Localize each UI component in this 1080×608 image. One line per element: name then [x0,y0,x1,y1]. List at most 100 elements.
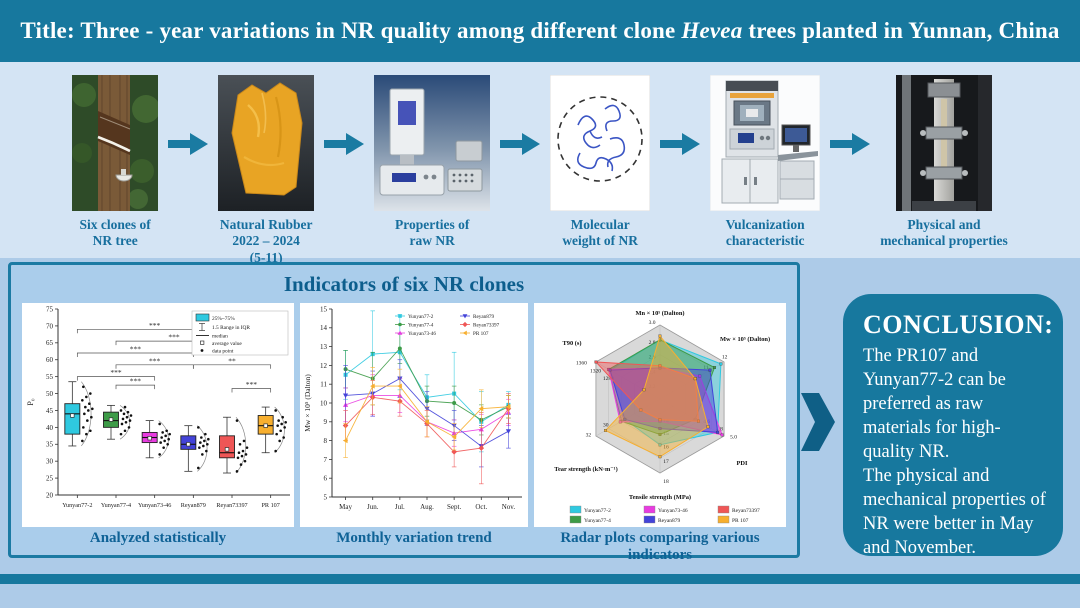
svg-text:1.5 Range in IQR: 1.5 Range in IQR [212,325,250,331]
conclusion-heading: CONCLUSION: [863,310,1054,339]
svg-text:***: *** [149,321,161,330]
svg-text:5: 5 [324,493,328,501]
workflow-item-molecule: Molecular weight of NR [550,75,651,250]
flow-arrow-icon [500,133,541,155]
svg-text:11: 11 [703,365,709,371]
svg-text:Reyan879: Reyan879 [181,502,206,509]
svg-text:Nov.: Nov. [502,503,516,511]
conclusion-paragraph-2: The physical and mechanical properties o… [863,466,1046,559]
svg-text:3.0: 3.0 [649,320,656,326]
workflow-caption-plastimeter: Properties of raw NR [395,217,470,249]
workflow-caption-tree: Six clones of NR tree [79,217,151,249]
plasticity-tester-photo [374,75,491,211]
svg-text:PDI: PDI [736,460,748,467]
svg-text:Reyan73397: Reyan73397 [216,502,247,509]
workflow-strip: Six clones of NR tree Natural Rubber 2022 … [0,62,1080,265]
flow-arrow-icon [168,133,209,155]
svg-text:2.4: 2.4 [649,369,656,375]
svg-text:Aug.: Aug. [420,503,434,511]
svg-text:11: 11 [320,381,327,389]
line-chart: 5 6 7 8 9 10 11 12 13 14 15 Mw × 10⁵ (Dalton) May Jun… [300,303,528,527]
svg-text:2.6: 2.6 [649,355,656,361]
workflow-caption-molecule: Molecular weight of NR [562,217,639,249]
svg-text:15: 15 [320,305,328,313]
natural-rubber-sheet-photo [218,75,315,211]
title-bar: Title: Three - year variations in NR qua… [0,0,1080,62]
vulcanization-machine-photo [710,75,821,211]
svg-text:Reyan73397: Reyan73397 [732,508,760,514]
svg-text:28: 28 [619,413,625,419]
svg-text:Reyan879: Reyan879 [473,314,494,320]
svg-text:1280: 1280 [603,376,614,382]
svg-text:Yunyan77-2: Yunyan77-2 [408,314,434,320]
svg-text:65: 65 [46,339,54,347]
svg-text:Mn × 10⁵ (Dalton): Mn × 10⁵ (Dalton) [635,310,684,317]
svg-text:70: 70 [46,322,54,330]
svg-text:1320: 1320 [590,369,601,375]
svg-text:10: 10 [320,399,328,407]
svg-text:average value: average value [212,341,242,347]
svg-text:Jun.: Jun. [367,503,379,511]
workflow-item-vulcanizer: Vulcanization characteristic [710,75,821,250]
svg-text:32: 32 [586,433,592,439]
svg-text:15: 15 [663,431,669,437]
radar-chart: 3.02.82.62.42.21211105.04.84.61817161514… [534,303,786,527]
svg-text:***: *** [246,380,257,389]
svg-text:Sept.: Sept. [447,503,461,511]
svg-text:P₀: P₀ [26,398,35,405]
workflow-item-tensile: Physical and mechanical properties [880,75,1008,250]
workflow-caption-vulcanizer: Vulcanization characteristic [725,217,805,249]
svg-text:***: *** [130,377,142,386]
svg-text:12: 12 [320,362,328,370]
svg-text:***: *** [130,344,142,353]
svg-text:25%~75%: 25%~75% [212,316,235,322]
svg-text:Reyan73397: Reyan73397 [473,323,500,329]
svg-text:median: median [212,334,228,340]
svg-text:35: 35 [46,441,54,449]
flow-arrow-icon [830,133,871,155]
chart-caption-monthly: Monthly variation trend [336,530,492,546]
svg-text:75: 75 [46,305,54,313]
flow-arrow-icon [660,133,701,155]
svg-text:**: ** [228,356,236,365]
svg-text:T90 (s): T90 (s) [563,340,582,347]
svg-text:Yunyan77-4: Yunyan77-4 [101,502,131,509]
svg-text:40: 40 [46,424,54,432]
workflow-caption-rubber: Natural Rubber 2022 – 2024 (5-11) [219,217,313,265]
indicators-panel: Indicators of six NR clones 20 25 30 35 40 45… [8,262,800,563]
svg-text:25: 25 [46,474,54,482]
svg-text:Tear strength (kN·m⁻¹): Tear strength (kN·m⁻¹) [554,466,617,473]
svg-text:55: 55 [46,373,54,381]
svg-text:Yunyan77-2: Yunyan77-2 [584,508,611,514]
svg-text:20: 20 [46,491,54,499]
svg-text:18: 18 [663,479,669,485]
svg-text:6: 6 [324,475,328,483]
svg-text:5.0: 5.0 [730,435,737,441]
svg-text:9: 9 [324,418,328,426]
svg-text:17: 17 [663,459,669,465]
chart-caption-statistics: Analyzed statistically [89,530,227,546]
svg-text:Jul.: Jul. [395,503,405,511]
svg-text:Yunyan77-4: Yunyan77-4 [408,323,434,329]
svg-text:Tensile strength (MPa): Tensile strength (MPa) [629,494,691,501]
svg-text:***: *** [168,333,180,342]
svg-text:30: 30 [603,423,609,429]
page-title: Title: Three - year variations in NR qua… [20,18,1060,43]
rubber-tree-tapping-photo [72,75,159,211]
svg-text:1360: 1360 [576,360,587,366]
svg-text:30: 30 [46,458,54,466]
svg-text:12: 12 [722,354,728,360]
svg-text:7: 7 [324,456,328,464]
svg-text:60: 60 [46,356,54,364]
svg-text:PR 107: PR 107 [732,518,749,524]
svg-text:Mw × 10⁵ (Dalton): Mw × 10⁵ (Dalton) [720,336,770,343]
chart-caption-radar: Radar plots comparing various indicators [560,530,760,563]
svg-text:13: 13 [320,343,328,351]
svg-text:50: 50 [46,390,54,398]
svg-text:45: 45 [46,407,54,415]
svg-text:Mw × 10⁵ (Dalton): Mw × 10⁵ (Dalton) [303,374,312,432]
svg-text:May: May [339,503,352,511]
svg-text:Oct.: Oct. [475,503,487,511]
svg-text:PR 107: PR 107 [261,502,279,509]
